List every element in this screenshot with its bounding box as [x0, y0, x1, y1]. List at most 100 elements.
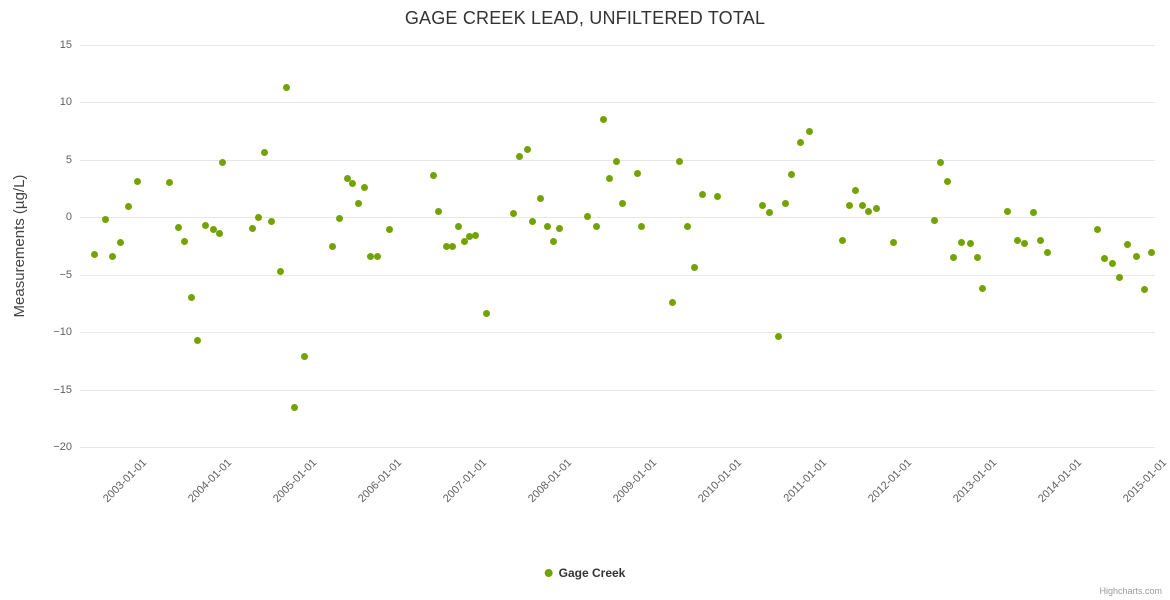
data-point[interactable] [116, 239, 124, 247]
data-point[interactable] [1036, 236, 1044, 244]
data-point[interactable] [619, 200, 627, 207]
data-point[interactable] [218, 158, 226, 166]
data-point[interactable] [209, 226, 217, 234]
data-point[interactable] [633, 170, 641, 178]
data-point[interactable] [1004, 208, 1012, 216]
data-point[interactable] [461, 237, 469, 245]
data-point[interactable] [516, 152, 524, 160]
data-point[interactable] [852, 187, 860, 195]
legend-item-gage-creek[interactable]: Gage Creek [544, 566, 625, 580]
data-point[interactable] [524, 146, 532, 154]
data-point[interactable] [354, 200, 362, 207]
data-point[interactable] [973, 253, 981, 261]
data-point[interactable] [943, 178, 951, 186]
data-point[interactable] [1124, 241, 1132, 249]
data-point[interactable] [1147, 249, 1155, 257]
data-point[interactable] [1044, 249, 1052, 257]
data-point[interactable] [201, 221, 209, 229]
data-point[interactable] [949, 253, 957, 261]
data-point[interactable] [606, 174, 614, 182]
data-point[interactable] [301, 352, 309, 360]
highcharts-credits-link[interactable]: Highcharts.com [1099, 586, 1162, 596]
data-point[interactable] [599, 116, 607, 124]
data-point[interactable] [584, 212, 592, 220]
data-point[interactable] [174, 224, 182, 232]
data-point[interactable] [864, 208, 872, 216]
data-point[interactable] [549, 237, 557, 245]
data-point[interactable] [536, 195, 544, 203]
data-point[interactable] [509, 210, 517, 218]
data-point[interactable] [958, 239, 966, 247]
data-point[interactable] [846, 202, 854, 210]
data-point[interactable] [1013, 236, 1021, 244]
data-point[interactable] [691, 264, 699, 272]
data-point[interactable] [676, 157, 684, 165]
data-point[interactable] [343, 174, 351, 182]
data-point[interactable] [806, 127, 814, 135]
data-point[interactable] [366, 252, 374, 260]
data-point[interactable] [466, 233, 474, 241]
data-point[interactable] [858, 202, 866, 210]
data-point[interactable] [283, 83, 291, 91]
data-point[interactable] [194, 336, 202, 344]
data-point[interactable] [613, 157, 621, 165]
data-point[interactable] [329, 242, 337, 250]
data-point[interactable] [188, 294, 196, 302]
data-point[interactable] [781, 200, 789, 207]
data-point[interactable] [556, 225, 564, 233]
data-point[interactable] [276, 267, 284, 275]
data-point[interactable] [360, 183, 368, 191]
data-point[interactable] [1132, 252, 1140, 260]
data-point[interactable] [873, 204, 881, 212]
data-point[interactable] [758, 202, 766, 210]
data-point[interactable] [133, 178, 141, 186]
data-point[interactable] [683, 222, 691, 230]
data-point[interactable] [449, 242, 457, 250]
data-point[interactable] [472, 232, 480, 240]
data-point[interactable] [787, 171, 795, 179]
data-point[interactable] [931, 217, 939, 225]
data-point[interactable] [714, 193, 722, 201]
data-point[interactable] [348, 180, 356, 188]
data-point[interactable] [699, 190, 707, 198]
data-point[interactable] [291, 404, 299, 412]
data-point[interactable] [543, 222, 551, 230]
data-point[interactable] [966, 240, 974, 248]
data-point[interactable] [1108, 259, 1116, 267]
data-point[interactable] [434, 208, 442, 216]
data-point[interactable] [529, 218, 537, 226]
data-point[interactable] [1021, 240, 1029, 248]
data-point[interactable] [429, 172, 437, 180]
data-point[interactable] [443, 242, 451, 250]
data-point[interactable] [483, 310, 491, 318]
data-point[interactable] [839, 236, 847, 244]
data-point[interactable] [796, 139, 804, 147]
data-point[interactable] [336, 214, 344, 222]
data-point[interactable] [637, 222, 645, 230]
data-point[interactable] [386, 226, 394, 234]
data-point[interactable] [1101, 255, 1109, 263]
data-point[interactable] [455, 222, 463, 230]
data-point[interactable] [1141, 286, 1149, 294]
data-point[interactable] [248, 225, 256, 233]
data-point[interactable] [1094, 226, 1102, 234]
data-point[interactable] [937, 158, 945, 166]
data-point[interactable] [216, 229, 224, 237]
data-point[interactable] [774, 333, 782, 341]
data-point[interactable] [181, 237, 189, 245]
data-point[interactable] [91, 250, 99, 258]
data-point[interactable] [373, 252, 381, 260]
data-point[interactable] [268, 218, 276, 226]
data-point[interactable] [124, 203, 132, 211]
data-point[interactable] [668, 298, 676, 306]
data-point[interactable] [109, 252, 117, 260]
data-point[interactable] [592, 222, 600, 230]
data-point[interactable] [978, 284, 986, 292]
data-point[interactable] [766, 209, 774, 217]
data-point[interactable] [166, 179, 174, 187]
data-point[interactable] [889, 239, 897, 247]
data-point[interactable] [254, 213, 262, 221]
data-point[interactable] [261, 149, 269, 157]
data-point[interactable] [1116, 273, 1124, 281]
data-point[interactable] [1029, 209, 1037, 217]
